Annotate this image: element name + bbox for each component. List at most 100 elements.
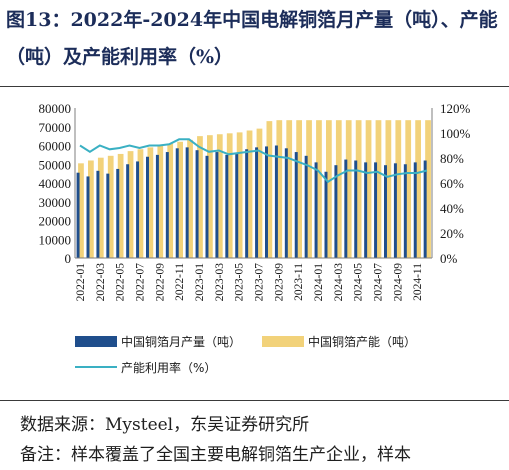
y-left-tick-label: 80000 bbox=[39, 101, 72, 116]
production-bar bbox=[364, 162, 368, 258]
x-tick-label: 2024-05 bbox=[353, 263, 365, 302]
capacity-bar bbox=[197, 136, 203, 258]
production-bar bbox=[86, 176, 90, 258]
production-bar bbox=[324, 171, 328, 258]
production-bar bbox=[284, 148, 288, 258]
x-tick-label: 2022-09 bbox=[154, 263, 166, 302]
y-left-tick-label: 20000 bbox=[39, 214, 72, 229]
production-bar bbox=[215, 152, 219, 258]
capacity-bar bbox=[296, 120, 303, 258]
capacity-bar bbox=[236, 132, 243, 258]
x-tick-label: 2023-03 bbox=[214, 263, 226, 302]
capacity-bar bbox=[355, 120, 362, 258]
production-bar bbox=[116, 168, 120, 258]
y-left-tick-label: 30000 bbox=[39, 195, 72, 210]
x-tick-label: 2022-11 bbox=[174, 263, 186, 301]
production-bar bbox=[294, 152, 298, 258]
production-bar bbox=[235, 153, 239, 258]
x-tick-label: 2024-09 bbox=[392, 263, 404, 302]
capacity-bar bbox=[167, 143, 174, 258]
production-bar bbox=[96, 170, 100, 258]
production-bar bbox=[403, 164, 407, 258]
legend-label-capacity: 中国铜箔产能（吨） bbox=[308, 334, 416, 349]
capacity-bar bbox=[405, 120, 412, 258]
capacity-bar bbox=[306, 120, 312, 258]
y-left-tick-label: 10000 bbox=[39, 232, 72, 247]
y-left-tick-label: 60000 bbox=[39, 139, 72, 154]
production-bar bbox=[185, 147, 189, 258]
x-tick-label: 2023-09 bbox=[273, 263, 285, 302]
production-bar bbox=[145, 156, 149, 258]
production-bar bbox=[245, 149, 249, 258]
x-tick-label: 2024-03 bbox=[333, 263, 345, 302]
y-right-tick-label: 40% bbox=[440, 201, 464, 216]
production-bar bbox=[155, 154, 159, 258]
capacity-bar bbox=[127, 151, 134, 258]
x-tick-label: 2022-05 bbox=[115, 263, 127, 302]
capacity-bar bbox=[226, 133, 233, 258]
production-bar bbox=[413, 162, 417, 258]
capacity-bar bbox=[316, 120, 322, 258]
production-bar bbox=[165, 152, 169, 258]
production-bar bbox=[106, 173, 110, 258]
capacity-bar bbox=[415, 120, 422, 258]
capacity-bar bbox=[266, 121, 273, 258]
x-tick-label: 2024-11 bbox=[412, 263, 424, 301]
production-bar bbox=[334, 165, 338, 258]
production-bar bbox=[354, 160, 358, 258]
capacity-bar bbox=[395, 120, 402, 258]
production-bar bbox=[175, 148, 179, 258]
y-right-tick-label: 60% bbox=[440, 176, 464, 191]
capacity-bar bbox=[206, 135, 213, 258]
capacity-bar bbox=[137, 149, 144, 258]
production-bar bbox=[205, 155, 209, 258]
y-right-tick-label: 120% bbox=[440, 101, 471, 116]
capacity-bar bbox=[97, 157, 104, 258]
x-tick-label: 2023-05 bbox=[234, 263, 246, 302]
legend-swatch-capacity bbox=[262, 336, 304, 347]
capacity-bar bbox=[157, 145, 164, 258]
y-right-tick-label: 0% bbox=[440, 251, 458, 266]
utilization-line bbox=[79, 138, 428, 184]
footnote: 备注：样本覆盖了全国主要电解铜箔生产企业，样本 bbox=[20, 445, 411, 465]
capacity-bar bbox=[276, 120, 283, 258]
production-bar bbox=[274, 145, 278, 258]
production-bar bbox=[374, 162, 378, 258]
production-bar bbox=[314, 162, 318, 258]
production-bar bbox=[136, 161, 140, 258]
production-bar bbox=[393, 163, 397, 258]
capacity-bar bbox=[256, 128, 263, 258]
y-left-tick-label: 0 bbox=[65, 251, 72, 266]
chart: 0 10000 20000 30000 40000 50000 60000 70000 8000… bbox=[39, 101, 471, 375]
capacity-bar bbox=[335, 120, 342, 258]
capacity-bar bbox=[87, 160, 94, 258]
production-bar bbox=[76, 172, 80, 258]
y-left-tick-label: 70000 bbox=[39, 120, 72, 135]
production-bar bbox=[383, 165, 387, 258]
capacity-bar bbox=[375, 120, 382, 258]
capacity-bar bbox=[365, 120, 372, 258]
legend-swatch-production bbox=[75, 336, 117, 347]
capacity-bar bbox=[177, 141, 184, 258]
production-bar bbox=[225, 154, 229, 258]
production-bar bbox=[195, 150, 199, 258]
capacity-bar bbox=[187, 139, 193, 258]
legend-label-utilization: 产能利用率（%） bbox=[121, 360, 216, 375]
production-bar bbox=[126, 164, 130, 258]
production-bar bbox=[264, 146, 268, 258]
top-divider bbox=[0, 86, 509, 87]
x-tick-label: 2023-11 bbox=[293, 263, 305, 301]
capacity-bar bbox=[216, 134, 223, 258]
capacity-bar bbox=[325, 120, 332, 258]
production-bar bbox=[423, 160, 427, 258]
capacity-bar bbox=[117, 153, 124, 258]
data-source: 数据来源：Mysteel，东吴证券研究所 bbox=[20, 415, 310, 435]
capacity-bar bbox=[147, 147, 154, 258]
capacity-bar bbox=[246, 130, 253, 258]
y-left-tick-label: 50000 bbox=[39, 157, 72, 172]
y-left-tick-label: 40000 bbox=[39, 176, 72, 191]
x-tick-label: 2023-01 bbox=[194, 263, 206, 302]
production-bar bbox=[255, 147, 259, 258]
capacity-bar bbox=[286, 120, 293, 258]
x-tick-label: 2022-01 bbox=[75, 263, 87, 302]
